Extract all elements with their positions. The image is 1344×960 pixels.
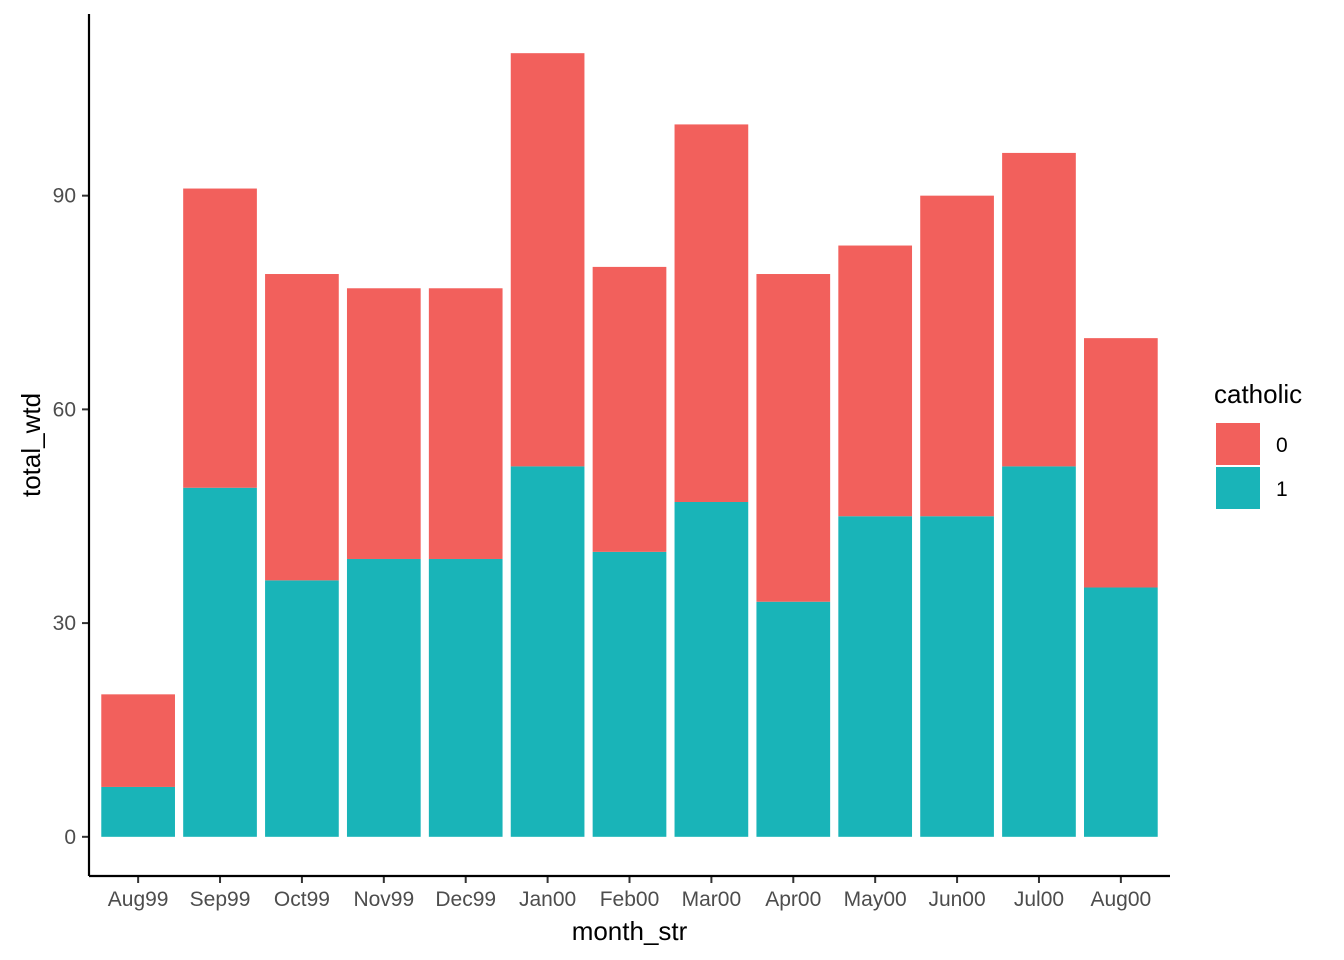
y-tick-label: 60 xyxy=(53,398,76,421)
x-tick-label: Jul00 xyxy=(1014,888,1064,911)
y-tick-label: 30 xyxy=(53,612,76,635)
bar-Aug99-catholic-0 xyxy=(101,694,175,787)
x-axis-ticks: Aug99 Sep99 Oct99 Nov99 Dec99 Jan00 Feb00 Mar00… xyxy=(108,876,1151,911)
bar-Oct99-catholic-0 xyxy=(265,274,339,581)
bar-Dec99-catholic-0 xyxy=(428,288,503,559)
bar-Jun00-catholic-0 xyxy=(920,195,994,517)
bar-Sep99-catholic-0 xyxy=(183,188,257,488)
bar-Apr00-catholic-0 xyxy=(756,274,831,602)
x-tick-label: Jan00 xyxy=(519,888,576,911)
bar-Aug99-catholic-1 xyxy=(101,786,175,837)
x-tick-label: Sep99 xyxy=(190,888,251,911)
x-tick-label: May00 xyxy=(844,888,907,911)
bar-Mar00-catholic-1 xyxy=(674,501,749,837)
y-tick-label: 90 xyxy=(53,185,76,208)
y-axis-title: total_wtd xyxy=(16,393,46,497)
x-tick-label: Mar00 xyxy=(682,888,742,911)
legend-label-0: 0 xyxy=(1276,434,1288,457)
bar-Nov99-catholic-0 xyxy=(346,288,421,559)
bar-Oct99-catholic-1 xyxy=(265,580,339,837)
bar-Jun00-catholic-1 xyxy=(920,516,994,837)
bar-May00-catholic-1 xyxy=(838,516,913,837)
legend-key-1 xyxy=(1216,467,1260,509)
x-tick-label: Oct99 xyxy=(274,888,330,911)
y-axis-ticks: 0 30 60 90 xyxy=(53,185,89,849)
x-tick-label: Aug99 xyxy=(108,888,169,911)
bar-Dec99-catholic-1 xyxy=(428,558,503,837)
x-tick-label: Nov99 xyxy=(353,888,414,911)
bar-Aug00-catholic-1 xyxy=(1084,587,1158,837)
bar-Feb00-catholic-1 xyxy=(592,551,667,837)
bar-May00-catholic-0 xyxy=(838,245,913,517)
bars-layer xyxy=(101,53,1158,837)
legend-key-0 xyxy=(1216,423,1260,465)
x-tick-label: Aug00 xyxy=(1090,888,1151,911)
x-tick-label: Jun00 xyxy=(928,888,985,911)
bar-Mar00-catholic-0 xyxy=(674,124,749,502)
x-axis-title: month_str xyxy=(572,916,688,946)
bar-Jul00-catholic-0 xyxy=(1002,152,1076,467)
legend-title: catholic xyxy=(1214,379,1302,409)
legend-label-1: 1 xyxy=(1276,478,1288,501)
bar-Sep99-catholic-1 xyxy=(183,487,257,837)
x-tick-label: Feb00 xyxy=(600,888,660,911)
bar-Feb00-catholic-0 xyxy=(592,266,667,552)
bar-Jan00-catholic-0 xyxy=(510,53,585,467)
bar-Jan00-catholic-1 xyxy=(510,466,585,837)
x-tick-label: Apr00 xyxy=(765,888,821,911)
legend: catholic 0 1 xyxy=(1214,379,1302,509)
bar-Apr00-catholic-1 xyxy=(756,601,831,837)
bar-Aug00-catholic-0 xyxy=(1084,338,1158,588)
x-tick-label: Dec99 xyxy=(435,888,496,911)
bar-Jul00-catholic-1 xyxy=(1002,466,1076,837)
y-tick-label: 0 xyxy=(64,826,76,849)
bar-Nov99-catholic-1 xyxy=(346,558,421,837)
